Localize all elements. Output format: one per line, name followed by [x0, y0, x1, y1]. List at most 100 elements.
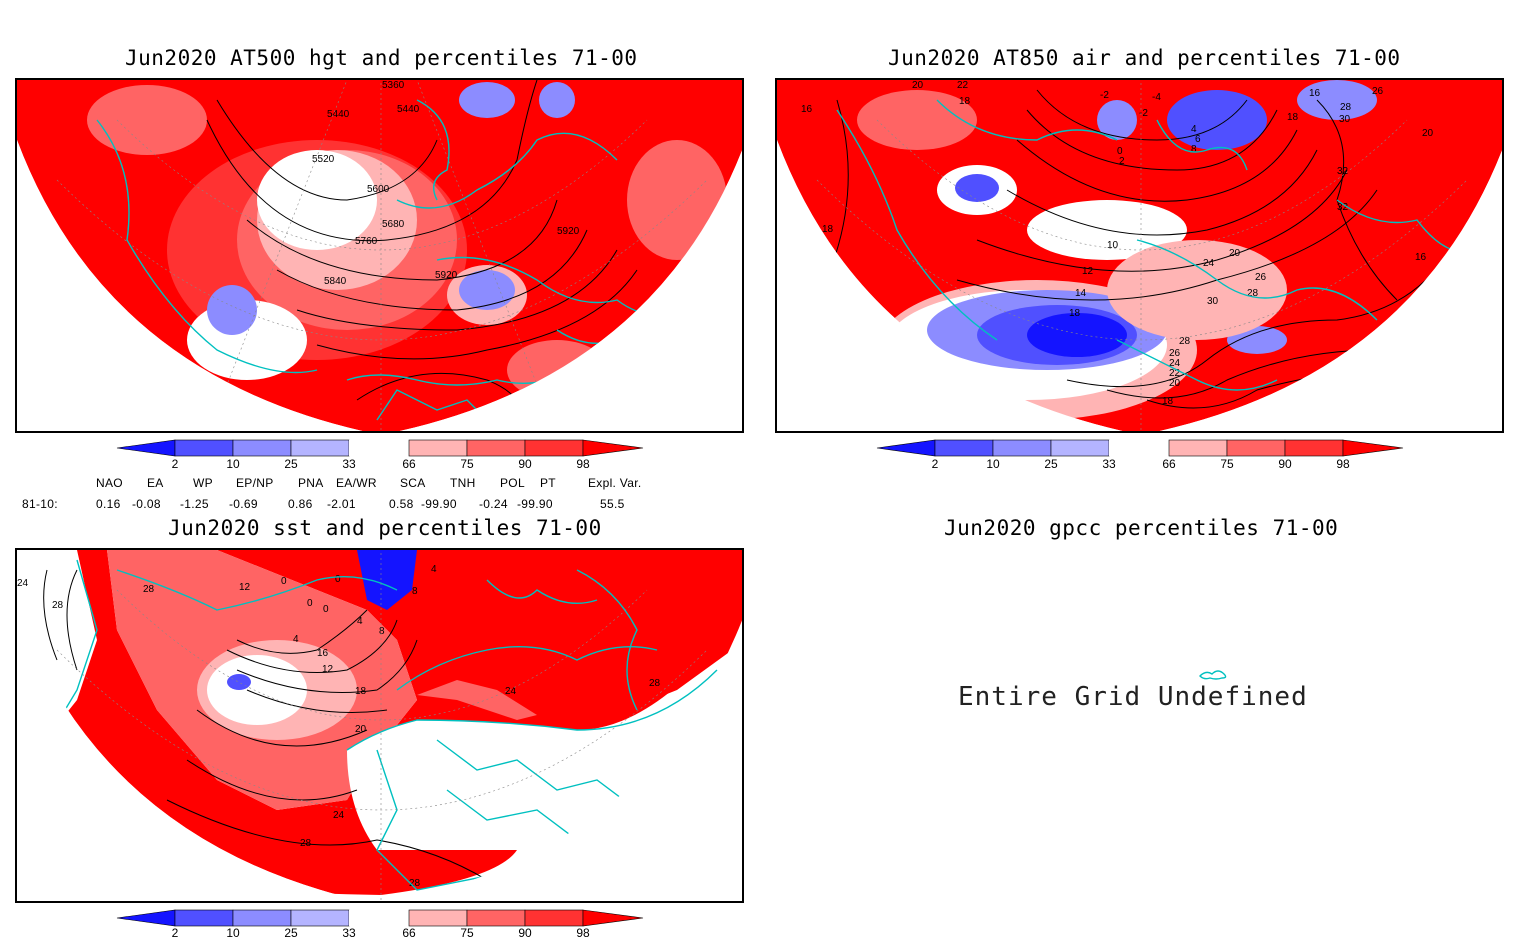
gpcc-island-glyph	[1199, 670, 1227, 680]
colorbar-segment	[290, 909, 350, 927]
tele-value: -2.01	[327, 497, 356, 511]
contour-label: 30	[1207, 296, 1219, 307]
tele-header: POL	[500, 476, 525, 490]
contour-label: 20	[1422, 128, 1434, 139]
contour-label: 5840	[324, 276, 347, 287]
contour-label: 22	[957, 80, 969, 91]
contour-label: 28	[1179, 336, 1191, 347]
colorbar-segment	[1168, 439, 1228, 457]
tele-value: 0.86	[288, 497, 313, 511]
sst-contours	[43, 569, 488, 881]
contour-label: 5440	[327, 109, 350, 120]
colorbar-label: 33	[1102, 457, 1116, 471]
panel-title-hgt: Jun2020 AT500 hgt and percentiles 71-00	[125, 46, 638, 70]
contour-label: 6	[1195, 134, 1201, 145]
contour-label: 16	[1309, 88, 1321, 99]
colorbar-segment	[408, 909, 468, 927]
contour-label: 26	[1169, 348, 1181, 359]
colorbar-label: 2	[171, 457, 179, 471]
colorbar-segment	[408, 439, 468, 457]
colorbar-label: 66	[402, 926, 416, 940]
tele-value: 0.58	[389, 497, 414, 511]
colorbar-segment	[582, 439, 644, 457]
contour-label: 28	[1340, 102, 1352, 113]
colorbar-label: 98	[576, 926, 590, 940]
percentile-shading	[857, 80, 1377, 420]
colorbar-labels-top-left: 2 10 25 33 66 75 90 98	[115, 457, 645, 471]
contour-label: 28	[649, 678, 661, 689]
colorbar-label: 90	[518, 457, 532, 471]
tele-header: EP/NP	[236, 476, 274, 490]
colorbar-label: 25	[284, 926, 298, 940]
contour-label: 5680	[382, 219, 405, 230]
hemisphere-mask	[17, 80, 742, 431]
colorbar-segment	[876, 439, 936, 457]
colorbar-label: 98	[576, 457, 590, 471]
contour-label: 32	[1337, 166, 1349, 177]
colorbar-segment	[934, 439, 994, 457]
colorbar-segment	[232, 439, 292, 457]
colorbar-segment	[116, 439, 176, 457]
contour-label: 18	[1287, 112, 1299, 123]
map-sst: 24 28 28 12 0 0 0 4 8 4 0 4 8 12 16 18 2…	[15, 548, 744, 903]
contour-label: -4	[1152, 92, 1161, 103]
colorbar-label: 33	[342, 926, 356, 940]
tele-header: PNA	[298, 476, 324, 490]
tele-header: EA	[147, 476, 164, 490]
contour-label: 5920	[557, 226, 580, 237]
colorbar-segment	[524, 439, 584, 457]
contour-label: 18	[822, 224, 834, 235]
contour-label: 14	[1075, 288, 1087, 299]
colorbar-segment	[524, 909, 584, 927]
hemisphere-mask	[17, 550, 742, 901]
graticule	[56, 550, 708, 901]
contour-label: 5360	[382, 80, 405, 91]
contour-label: 24	[17, 578, 29, 589]
colorbar-segment	[992, 439, 1052, 457]
coastlines	[17, 559, 718, 891]
colorbar-segment	[1284, 439, 1344, 457]
contour-label: 20	[355, 724, 367, 735]
map-air: 20 22 18 16 -2 -4 -2 16 26 28 18 30 4 6 …	[775, 78, 1504, 433]
colorbar-segment	[1226, 439, 1286, 457]
colorbar-label: 98	[1336, 457, 1350, 471]
colorbar-label: 10	[226, 457, 240, 471]
percentile-shading	[87, 82, 727, 400]
tele-header: WP	[193, 476, 213, 490]
contour-label: 5760	[355, 236, 378, 247]
panel-title-gpcc: Jun2020 gpcc percentiles 71-00	[944, 516, 1339, 540]
undefined-grid-message: Entire Grid Undefined	[958, 682, 1308, 712]
contour-label: 24	[505, 686, 517, 697]
map-air-svg: 20 22 18 16 -2 -4 -2 16 26 28 18 30 4 6 …	[777, 80, 1502, 431]
contour-label: 30	[1339, 114, 1351, 125]
contour-label: 18	[1069, 308, 1081, 319]
tele-value: 0.16	[96, 497, 121, 511]
contour-label: 4	[431, 564, 437, 575]
tele-value: -0.69	[229, 497, 258, 511]
colorbar-segment	[466, 909, 526, 927]
contour-label: 20	[1169, 378, 1181, 389]
tele-row-label: 81-10:	[22, 497, 58, 511]
colorbar-label: 90	[518, 926, 532, 940]
tele-header: NAO	[96, 476, 123, 490]
colorbar-segment	[466, 439, 526, 457]
colorbar-segment	[232, 909, 292, 927]
colorbar-label: 2	[931, 457, 939, 471]
contour-label: 5440	[397, 104, 420, 115]
colorbar-label: 10	[226, 926, 240, 940]
contour-label: 20	[1229, 248, 1241, 259]
contour-label: 26	[1255, 272, 1267, 283]
map-hgt: 5360 5440 5440 5520 5600 5680 5760 5840 …	[15, 78, 744, 433]
colorbar-label: 90	[1278, 457, 1292, 471]
tele-header: TNH	[450, 476, 476, 490]
contour-label: 0	[323, 604, 329, 615]
colorbar-label: 10	[986, 457, 1000, 471]
contour-label: 22	[1169, 368, 1181, 379]
contour-label: 0	[335, 574, 341, 585]
contour-label: 16	[801, 104, 813, 115]
contour-label: 10	[1107, 240, 1119, 251]
colorbar-segment	[1342, 439, 1404, 457]
colorbar-label: 75	[460, 457, 474, 471]
contour-label: 28	[1247, 288, 1259, 299]
contour-label: 32	[1337, 202, 1349, 213]
